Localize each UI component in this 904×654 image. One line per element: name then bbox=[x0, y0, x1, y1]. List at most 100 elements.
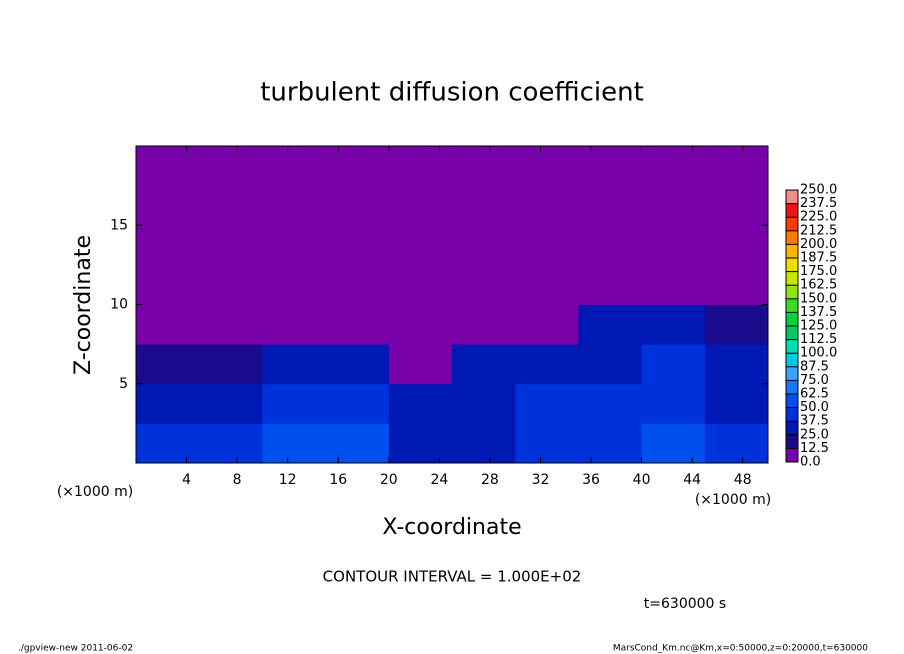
heatmap-cell bbox=[704, 304, 769, 345]
footer-left: ./gpview-new 2011-06-02 bbox=[18, 644, 133, 654]
heatmap-cell bbox=[199, 344, 263, 385]
x-tick-label: 12 bbox=[279, 472, 297, 488]
colorbar-swatch bbox=[786, 244, 798, 259]
colorbar-label: 137.5 bbox=[800, 305, 837, 320]
x-tick-label: 48 bbox=[734, 472, 752, 488]
colorbar-label: 225.0 bbox=[800, 210, 837, 225]
colorbar-label: 187.5 bbox=[800, 251, 837, 266]
x-tick-label: 8 bbox=[233, 472, 242, 488]
y-axis-label: Z-coordinate bbox=[71, 235, 96, 375]
heatmap-cell bbox=[452, 146, 516, 187]
colorbar-swatch bbox=[786, 312, 798, 327]
heatmap-cell bbox=[388, 185, 453, 226]
heatmap-cell bbox=[199, 225, 263, 266]
heatmap-cell bbox=[325, 146, 390, 187]
heatmap-cell bbox=[199, 383, 263, 424]
colorbar-swatch bbox=[786, 230, 798, 245]
heatmap-cell bbox=[262, 225, 327, 266]
heatmap-cell bbox=[452, 185, 516, 226]
heatmap-cell bbox=[515, 344, 579, 385]
colorbar-swatch bbox=[786, 217, 798, 232]
colorbar-label: 75.0 bbox=[800, 373, 829, 388]
colorbar-swatch bbox=[786, 353, 798, 368]
heatmap-cell bbox=[199, 185, 263, 226]
heatmap-cell bbox=[262, 185, 327, 226]
colorbar-label: 62.5 bbox=[800, 387, 829, 402]
colorbar-label: 175.0 bbox=[800, 264, 837, 279]
colorbar-label: 250.0 bbox=[800, 183, 837, 198]
heatmap-cell bbox=[641, 185, 706, 226]
heatmap-cell bbox=[262, 304, 327, 345]
heatmap-cell bbox=[704, 185, 769, 226]
colorbar-label: 212.5 bbox=[800, 223, 837, 238]
x-tick-label: 24 bbox=[430, 472, 448, 488]
heatmap-cell bbox=[641, 264, 706, 305]
heatmap-cell bbox=[325, 185, 390, 226]
heatmap-cell bbox=[704, 225, 769, 266]
heatmap-cell bbox=[515, 383, 579, 424]
footer-right: MarsCond_Km.nc@Km,x=0:50000,z=0:20000,t=… bbox=[613, 644, 868, 654]
heatmap-cell bbox=[325, 423, 390, 464]
heatmap-cell bbox=[515, 304, 579, 345]
heatmap-cell bbox=[262, 264, 327, 305]
heatmap-cell bbox=[136, 185, 200, 226]
x-tick-label: 16 bbox=[329, 472, 347, 488]
heatmap-cell bbox=[578, 146, 643, 187]
x-tick-label: 36 bbox=[582, 472, 600, 488]
heatmap-cell bbox=[388, 264, 453, 305]
contour-interval: CONTOUR INTERVAL = 1.000E+02 bbox=[323, 568, 582, 586]
heatmap-cell bbox=[641, 146, 706, 187]
colorbar-label: 150.0 bbox=[800, 291, 837, 306]
colorbar-swatch bbox=[786, 380, 798, 395]
heatmap-cell bbox=[515, 146, 579, 187]
heatmap-cell bbox=[199, 423, 263, 464]
heatmap-cell bbox=[452, 225, 516, 266]
heatmap-cell bbox=[199, 264, 263, 305]
colorbar-swatch bbox=[786, 326, 798, 340]
heatmap-cell bbox=[578, 264, 643, 305]
heatmap-cell bbox=[578, 185, 643, 226]
chart-title: turbulent diffusion coefficient bbox=[260, 78, 644, 108]
colorbar-label: 162.5 bbox=[800, 278, 837, 293]
heatmap-cell bbox=[452, 264, 516, 305]
heatmap-cell bbox=[452, 423, 516, 464]
heatmap-cell bbox=[262, 383, 327, 424]
heatmap-cell bbox=[136, 146, 200, 187]
colorbar-swatch bbox=[786, 298, 798, 313]
heatmap-cell bbox=[641, 304, 706, 345]
colorbar-swatch bbox=[786, 366, 798, 381]
heatmap-cell bbox=[388, 383, 453, 424]
heatmap-cell bbox=[578, 423, 643, 464]
heatmap-cell bbox=[452, 304, 516, 345]
heatmap-cell bbox=[199, 304, 263, 345]
heatmap-cell bbox=[199, 146, 263, 187]
heatmap-cell bbox=[452, 383, 516, 424]
x-tick-label: 20 bbox=[380, 472, 398, 488]
x-tick-label: 28 bbox=[481, 472, 499, 488]
heatmap-cell bbox=[704, 423, 769, 464]
heatmap-cell bbox=[578, 225, 643, 266]
heatmap-cell bbox=[704, 383, 769, 424]
heatmap-cell bbox=[515, 185, 579, 226]
heatmap-cell bbox=[578, 383, 643, 424]
colorbar-swatch bbox=[786, 448, 798, 463]
heatmap-cell bbox=[136, 423, 200, 464]
colorbar-swatch bbox=[786, 434, 798, 449]
heatmap-cell bbox=[641, 225, 706, 266]
heatmap-cell bbox=[641, 383, 706, 424]
x-tick-label: 4 bbox=[182, 472, 191, 488]
heatmap-cell bbox=[388, 146, 453, 187]
y-tick-label: 15 bbox=[110, 217, 128, 233]
heatmap-cell bbox=[325, 264, 390, 305]
heatmap-cell bbox=[578, 344, 643, 385]
heatmap-cell bbox=[136, 225, 200, 266]
heatmap-cell bbox=[388, 344, 453, 385]
colorbar-label: 237.5 bbox=[800, 196, 837, 211]
x-unit-label: (×1000 m) bbox=[695, 492, 771, 508]
colorbar-swatch bbox=[786, 258, 798, 272]
heatmap-cell bbox=[325, 304, 390, 345]
heatmap-cell bbox=[515, 264, 579, 305]
colorbar-label: 200.0 bbox=[800, 237, 837, 252]
colorbar-label: 25.0 bbox=[800, 427, 829, 442]
